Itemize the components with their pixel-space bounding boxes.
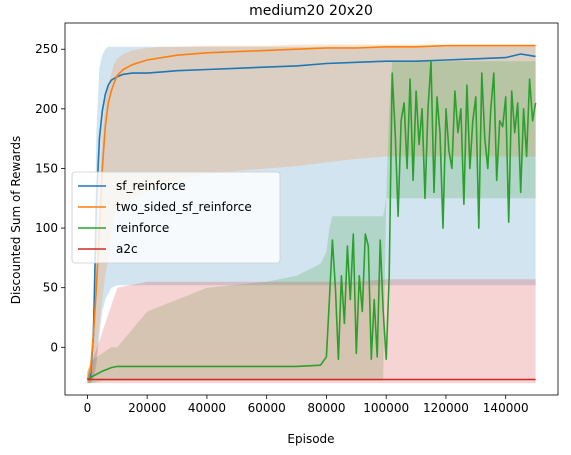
y-tick-label: 100 <box>35 221 58 235</box>
x-tick-label: 100000 <box>363 401 409 415</box>
y-axis-label: Discounted Sum of Rewards <box>9 136 23 305</box>
x-tick-label: 140000 <box>483 401 529 415</box>
y-tick-label: 250 <box>35 42 58 56</box>
y-tick-label: 0 <box>50 340 58 354</box>
legend: sf_reinforce two_sided_sf_reinforcereinfo… <box>72 172 280 263</box>
x-tick-label: 120000 <box>423 401 469 415</box>
legend-label-two-sided-sf-reinforce: two_sided_sf_reinforce <box>116 200 252 214</box>
y-tick-label: 150 <box>35 161 58 175</box>
y-tick-label: 50 <box>43 281 58 295</box>
x-tick-label: 0 <box>84 401 92 415</box>
y-tick-label: 200 <box>35 102 58 116</box>
x-axis-label: Episode <box>287 432 334 446</box>
legend-label-sf-reinforce: sf_reinforce <box>116 179 186 193</box>
x-tick-label: 20000 <box>128 401 166 415</box>
legend-label-a2c: a2c <box>116 242 138 256</box>
x-tick-label: 60000 <box>248 401 286 415</box>
legend-label-reinforce: reinforce <box>116 221 169 235</box>
band-a2c <box>87 279 535 383</box>
chart-title: medium20 20x20 <box>249 3 373 19</box>
x-tick-label: 80000 <box>307 401 345 415</box>
x-tick-label: 40000 <box>188 401 226 415</box>
